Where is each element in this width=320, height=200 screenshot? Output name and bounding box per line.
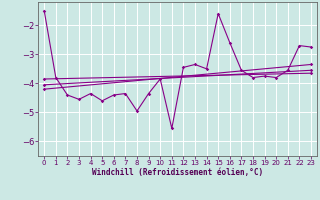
X-axis label: Windchill (Refroidissement éolien,°C): Windchill (Refroidissement éolien,°C) — [92, 168, 263, 177]
